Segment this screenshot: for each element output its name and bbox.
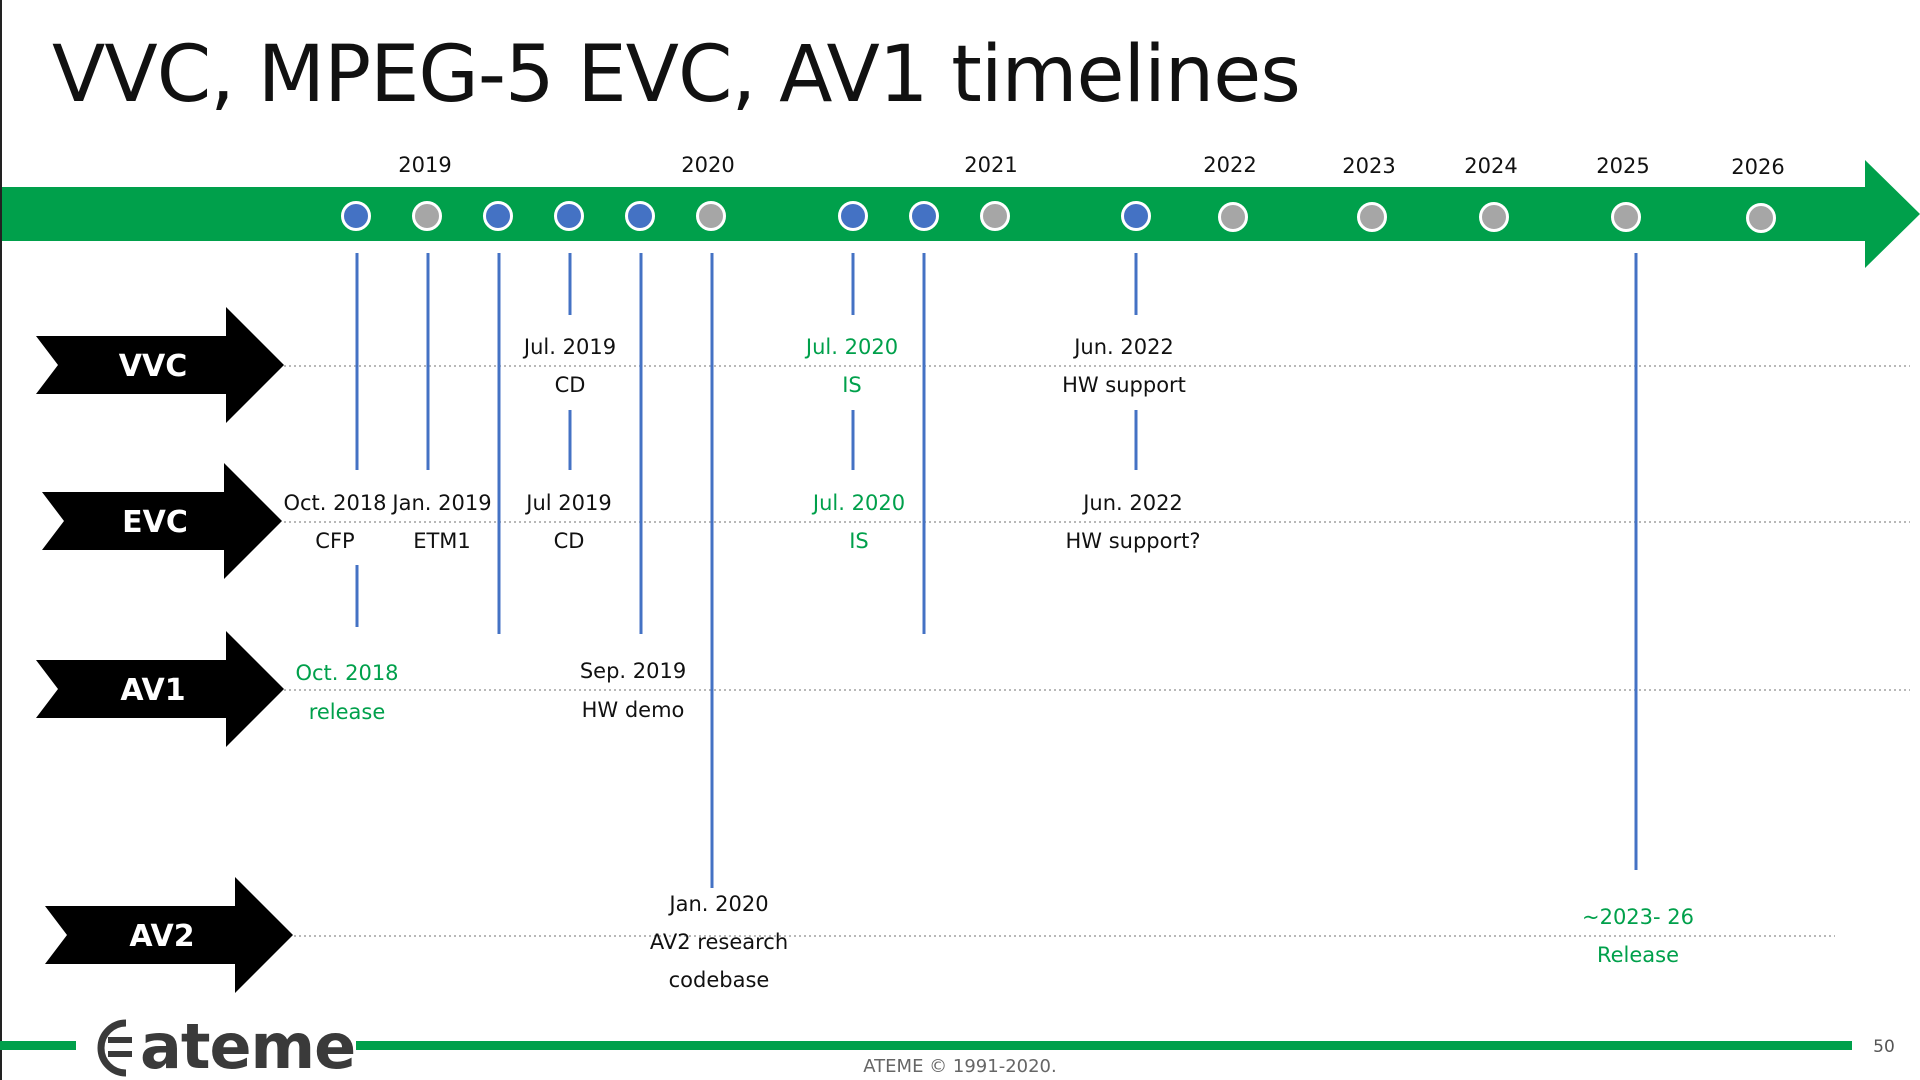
milestone-event: IS <box>842 373 862 397</box>
milestone: Jul. 2019 CD <box>522 335 616 397</box>
milestone-labels: Jul. 2019 CD Jul. 2020 IS Jun. 2022 HW suppor… <box>283 335 1694 992</box>
milestone-date: Jan. 2019 <box>390 491 491 515</box>
blue-timeline-dot <box>1121 201 1151 231</box>
track-arrows: VVC EVC AV1 AV2 <box>36 307 293 993</box>
milestone-date: Oct. 2018 <box>295 661 398 685</box>
milestone: Jan. 2020 AV2 research codebase <box>650 892 788 992</box>
milestone-event: codebase <box>669 968 770 992</box>
blue-timeline-dot <box>483 201 513 231</box>
year-labels: 2019 2020 2021 2022 2023 2024 2025 2026 <box>398 153 1784 179</box>
ateme-logo-text: ateme <box>140 1010 355 1080</box>
milestone-event: release <box>309 700 386 724</box>
timeline-dots <box>341 201 1776 233</box>
gray-timeline-dot <box>1746 203 1776 233</box>
milestone-event: HW support? <box>1065 529 1200 553</box>
milestone-date: Jan. 2020 <box>667 892 768 916</box>
gray-timeline-dot <box>1357 202 1387 232</box>
ateme-logo-icon <box>97 1019 132 1077</box>
blue-timeline-dot <box>625 201 655 231</box>
milestone-event: CFP <box>315 529 354 553</box>
blue-timeline-dot <box>554 201 584 231</box>
year-label: 2026 <box>1731 155 1784 179</box>
track-label: EVC <box>122 505 188 540</box>
year-label: 2021 <box>964 153 1017 177</box>
milestone-date: Jul 2019 <box>524 491 611 515</box>
milestone: Jul. 2020 IS <box>811 491 905 553</box>
track-arrow-vvc <box>36 307 284 423</box>
track-label: AV2 <box>129 919 194 954</box>
blue-timeline-dot <box>909 201 939 231</box>
milestone: Oct. 2018 release <box>295 661 398 724</box>
gray-timeline-dot <box>1611 202 1641 232</box>
milestone: Jul 2019 CD <box>524 491 611 553</box>
page-number: 50 <box>1873 1037 1895 1057</box>
gray-timeline-dot <box>412 201 442 231</box>
gray-timeline-dot <box>1218 202 1248 232</box>
footer-green-bar <box>0 1041 1852 1050</box>
year-label: 2023 <box>1342 154 1395 178</box>
year-label: 2022 <box>1203 153 1256 177</box>
milestone-event: Release <box>1597 943 1679 967</box>
milestone-date: Oct. 2018 <box>283 491 386 515</box>
milestone-date: Jun. 2022 <box>1081 491 1183 515</box>
milestone-event: IS <box>849 529 869 553</box>
milestone: Sep. 2019 HW demo <box>580 659 686 722</box>
milestone: Jun. 2022 HW support <box>1062 335 1186 397</box>
year-label: 2024 <box>1464 154 1517 178</box>
milestone: Oct. 2018 CFP <box>283 491 386 553</box>
milestone-event: HW support <box>1062 373 1186 397</box>
milestone: Jul. 2020 IS <box>804 335 898 397</box>
milestone-event: HW demo <box>582 698 685 722</box>
track-arrow-av2 <box>45 877 293 993</box>
milestone-date: Jul. 2020 <box>811 491 905 515</box>
gray-timeline-dot <box>696 201 726 231</box>
year-label: 2020 <box>681 153 734 177</box>
track-arrow-evc <box>42 463 282 579</box>
milestone-date: ~2023- 26 <box>1582 905 1694 929</box>
milestone-event: ETM1 <box>413 529 471 553</box>
copyright-text: ATEME © 1991-2020. <box>863 1056 1056 1077</box>
milestone: Jun. 2022 HW support? <box>1065 491 1200 553</box>
milestone: Jan. 2019 ETM1 <box>390 491 491 553</box>
track-lines <box>284 365 1910 937</box>
year-label: 2025 <box>1596 154 1649 178</box>
gray-timeline-dot <box>980 201 1010 231</box>
milestone-event: CD <box>555 373 586 397</box>
milestone: ~2023- 26 Release <box>1582 905 1694 967</box>
gray-timeline-dot <box>1479 202 1509 232</box>
year-label: 2019 <box>398 153 451 177</box>
track-label: AV1 <box>120 673 185 708</box>
blue-timeline-dot <box>341 201 371 231</box>
milestone-date: Jun. 2022 <box>1072 335 1174 359</box>
milestone-event: AV2 research <box>650 930 788 954</box>
blue-timeline-dot <box>838 201 868 231</box>
slide-title: VVC, MPEG-5 EVC, AV1 timelines <box>52 30 1301 120</box>
milestone-event: CD <box>554 529 585 553</box>
milestone-date: Sep. 2019 <box>580 659 686 683</box>
timeline-main-arrow <box>2 160 1920 268</box>
connector-lines <box>355 253 1638 888</box>
milestone-date: Jul. 2020 <box>804 335 898 359</box>
slide-left-border <box>0 0 2 1080</box>
footer: ateme ATEME © 1991-2020. 50 <box>0 1010 1895 1080</box>
track-label: VVC <box>119 349 187 384</box>
track-arrow-av1 <box>36 631 284 747</box>
milestone-date: Jul. 2019 <box>522 335 616 359</box>
